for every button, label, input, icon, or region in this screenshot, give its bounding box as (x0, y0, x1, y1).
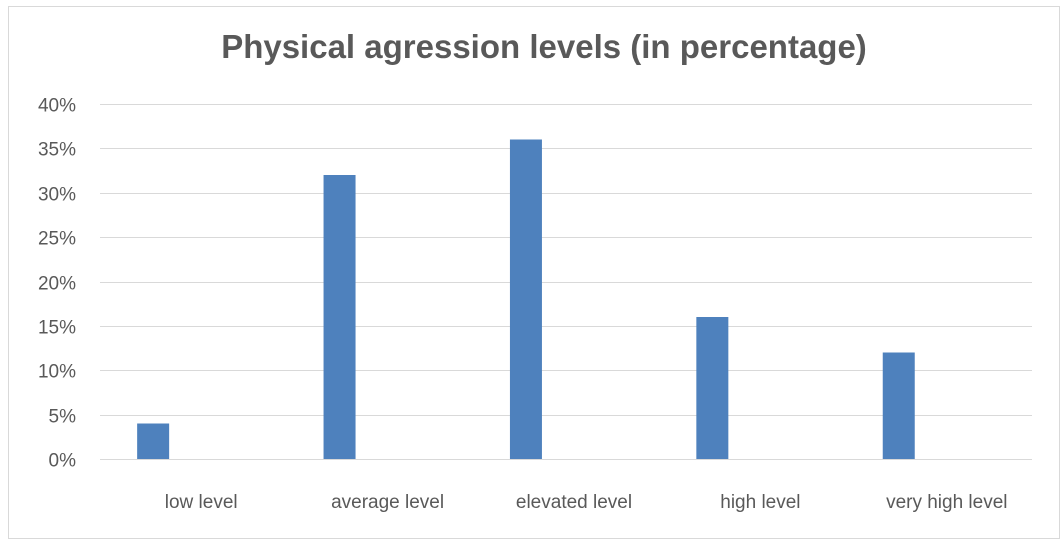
bar-average-level (323, 175, 356, 459)
y-tick-label: 25% (38, 229, 76, 250)
y-tick-label: 5% (49, 407, 77, 428)
x-tick-label: low level (165, 492, 238, 513)
chart-title: Physical agression levels (in percentage… (221, 28, 867, 65)
gridlines (100, 104, 1032, 460)
y-tick-label: 15% (38, 318, 76, 339)
x-tick-label: elevated level (516, 492, 632, 513)
y-tick-label: 30% (38, 185, 76, 206)
bar-high-level (696, 317, 729, 459)
y-tick-label: 35% (38, 140, 76, 161)
y-tick-label: 10% (38, 362, 76, 383)
y-tick-label: 20% (38, 274, 76, 295)
x-tick-label: average level (331, 492, 444, 513)
bar-elevated-level (509, 139, 542, 459)
bar-low-level (137, 423, 170, 459)
x-tick-label: very high level (886, 492, 1007, 513)
y-tick-label: 0% (49, 451, 77, 472)
y-tick-label: 40% (38, 96, 76, 117)
bar-very-high-level (882, 352, 915, 459)
x-axis-tick-labels: low level average level elevated level high… (165, 492, 1008, 513)
y-axis-tick-labels: 0% 5% 10% 15% 20% 25% 30% 35% 40% (38, 96, 76, 472)
bars (137, 139, 915, 459)
x-tick-label: high level (720, 492, 800, 513)
